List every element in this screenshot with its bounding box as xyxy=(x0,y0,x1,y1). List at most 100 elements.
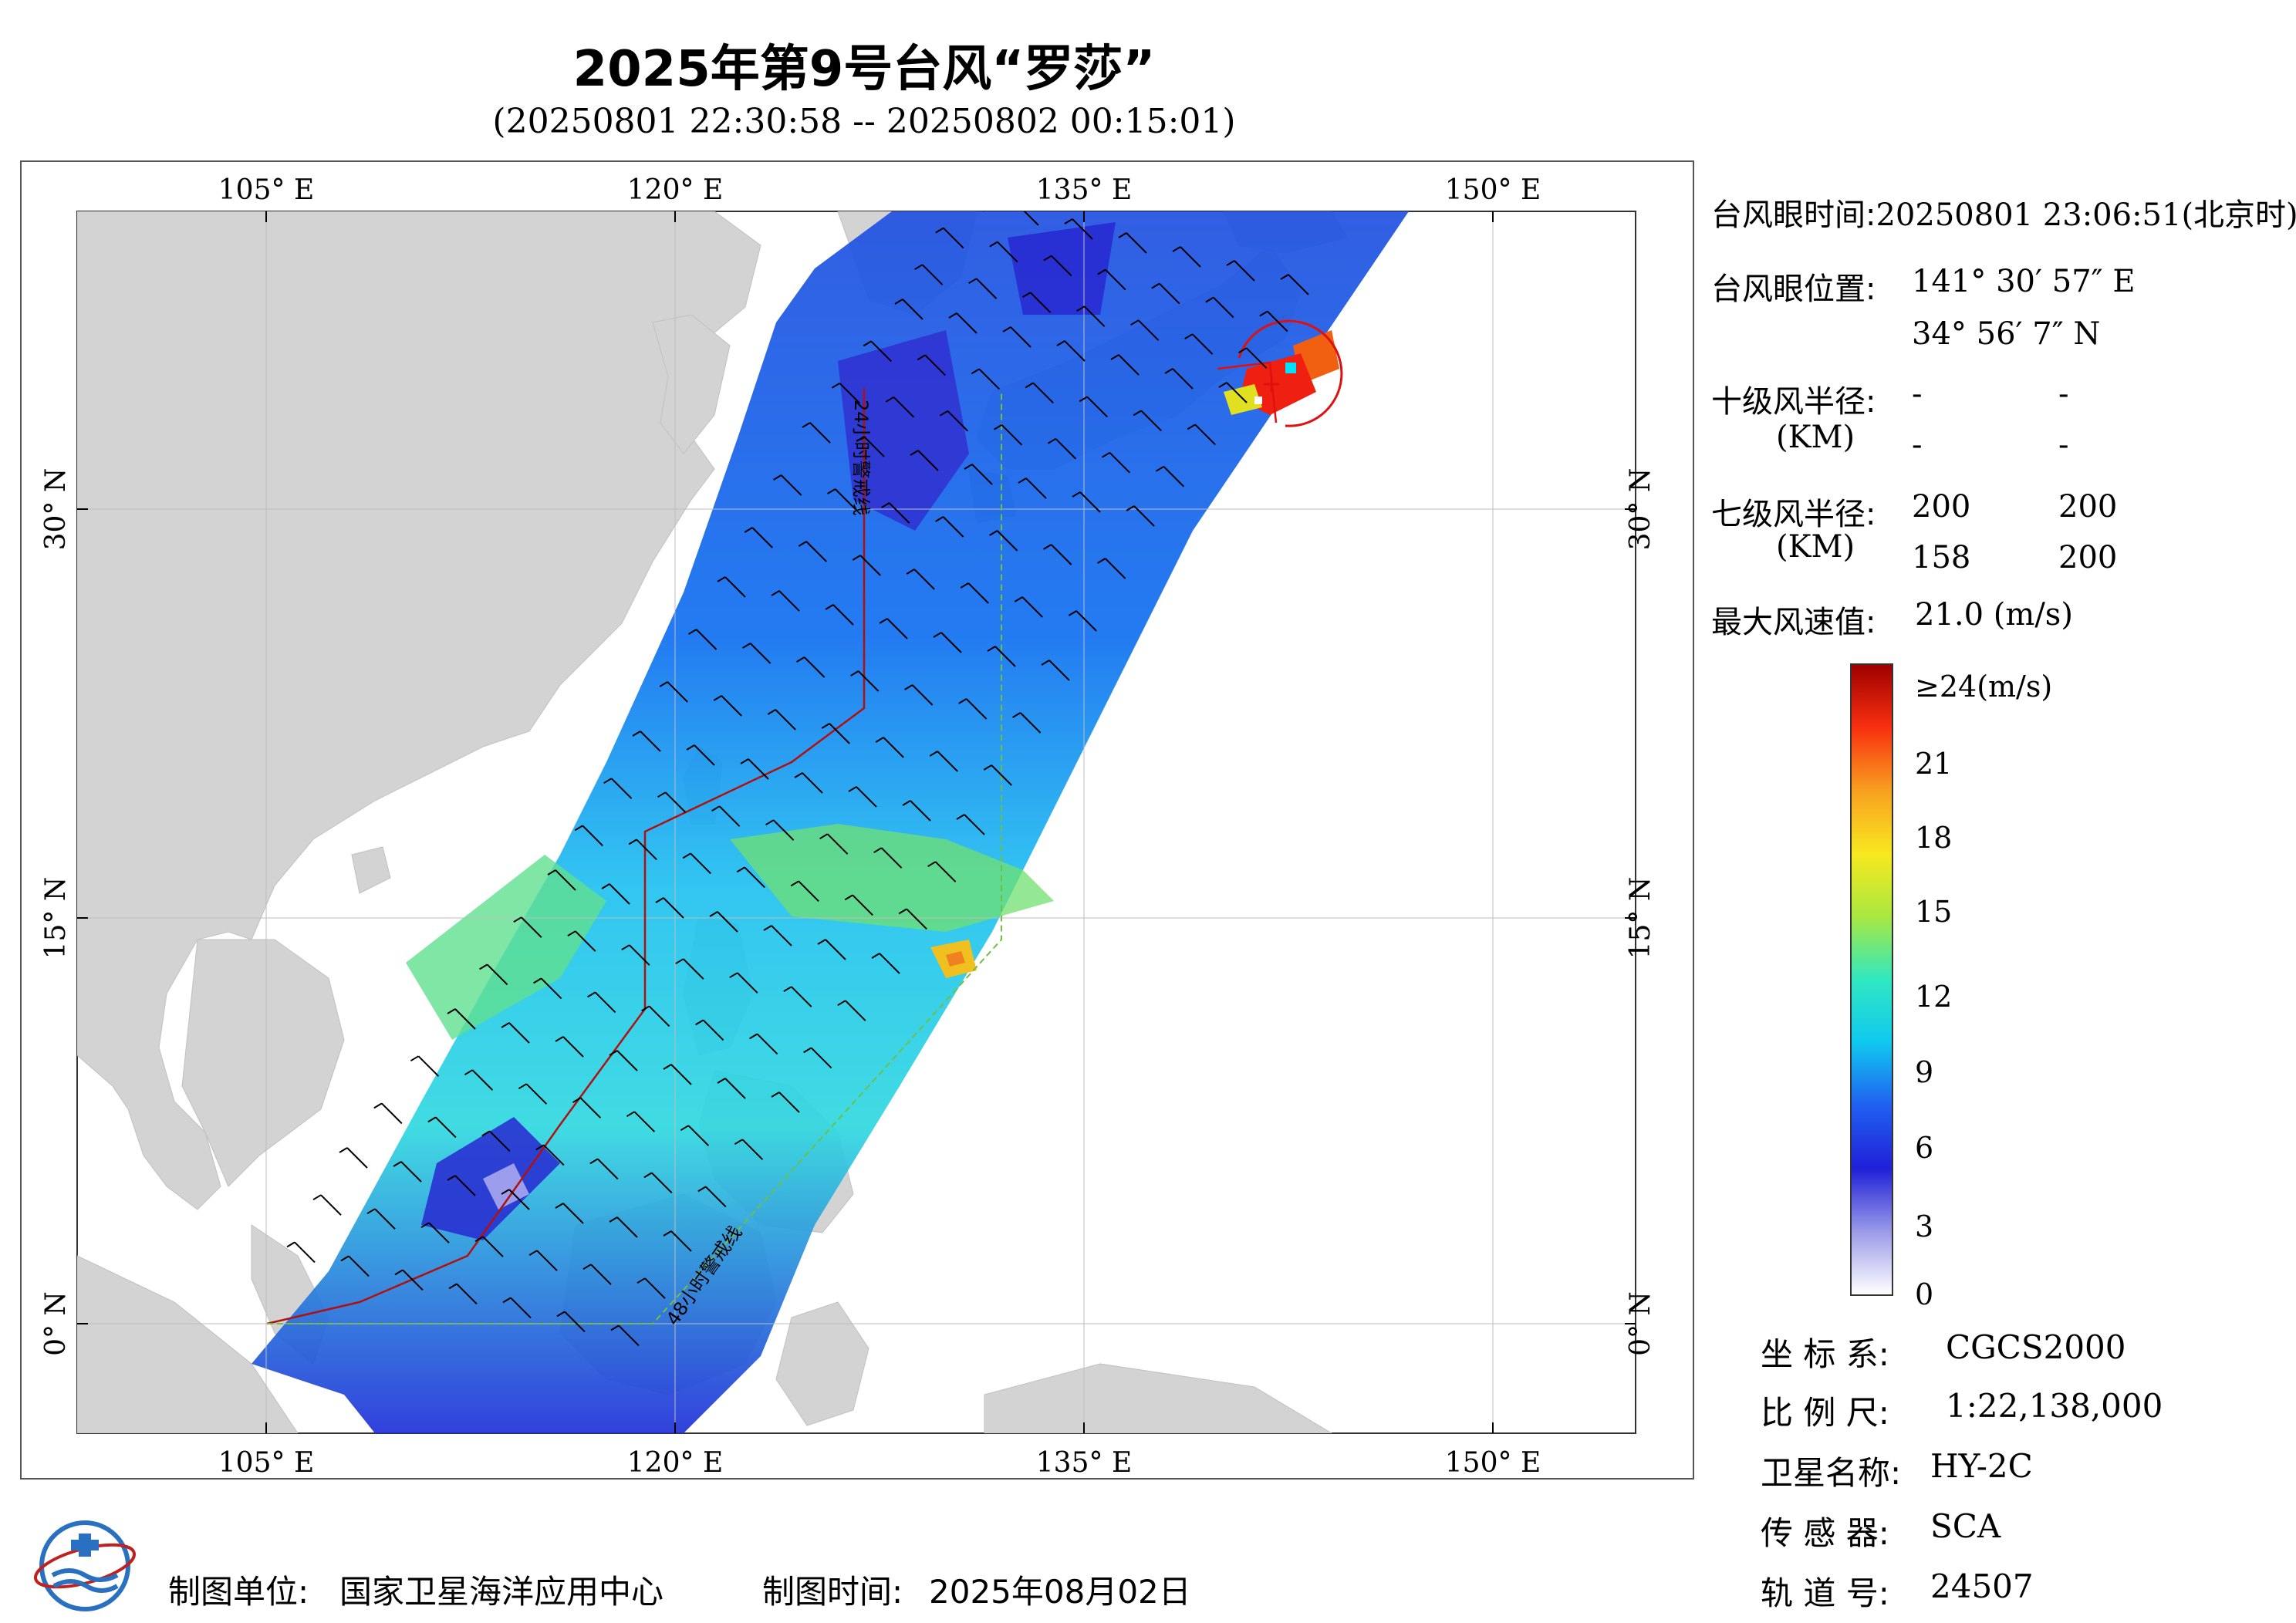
wind-barb-117 xyxy=(783,986,812,1007)
wind-barb-8 xyxy=(989,241,1018,263)
wind-barb-89 xyxy=(902,800,931,822)
wind-barb-138 xyxy=(680,1125,710,1146)
wind-barb-2 xyxy=(1064,218,1093,240)
land-new-guinea xyxy=(984,1363,1332,1433)
colorbar-label-0: 0 xyxy=(1915,1277,1934,1311)
wind-barb-110 xyxy=(817,939,846,960)
wind-barb-31 xyxy=(1025,382,1054,404)
wind-barb-167 xyxy=(610,1324,640,1347)
lon-label-bottom-120: 120° E xyxy=(627,1447,723,1479)
wind-barb-95 xyxy=(819,833,849,855)
lon-label-bottom-150: 150° E xyxy=(1445,1447,1541,1479)
wind-barb-88 xyxy=(848,786,877,808)
max-wind-label: 最大风速值: xyxy=(1711,605,1876,640)
wind-barb-49 xyxy=(773,474,802,496)
wind-barb-158 xyxy=(528,1250,558,1271)
orbit-label: 轨 道 号: xyxy=(1761,1574,1889,1612)
wind-barb-63 xyxy=(717,576,746,598)
eye-lat-value: 34° 56′ 7″ N xyxy=(1912,316,2101,352)
wind-barb-151 xyxy=(555,1203,584,1224)
wind-barb-43 xyxy=(856,436,885,457)
wind-barb-18 xyxy=(1130,319,1160,341)
observation-time-range: (20250801 22:30:58 -- 20250802 00:15:01) xyxy=(492,102,1236,141)
wind-barb-68 xyxy=(987,646,1016,667)
r7-unit: (KM) xyxy=(1776,529,1855,565)
lat-label-right-15: 15° N xyxy=(1625,877,1656,960)
wind-barb-87 xyxy=(794,772,823,794)
wind-barbs xyxy=(286,211,1309,1347)
eye-time-label: 台风眼时间: xyxy=(1711,197,1876,233)
wind-barb-39 xyxy=(1047,437,1077,460)
wind-barb-99 xyxy=(628,838,657,861)
lon-label-bottom-135: 135° E xyxy=(1036,1447,1132,1479)
wind-barb-53 xyxy=(989,530,1018,552)
satellite-label: 卫星名称: xyxy=(1761,1454,1902,1492)
wind-barb-108 xyxy=(709,911,738,933)
wind-barb-101 xyxy=(736,866,765,889)
wind-barb-51 xyxy=(881,502,910,524)
wind-barb-106 xyxy=(601,883,630,905)
wind-barb-21 xyxy=(894,299,923,320)
warning-line-24h-label: 24小时警戒线 xyxy=(850,400,872,516)
wind-barb-133 xyxy=(410,1055,440,1077)
wind-barb-37 xyxy=(939,410,969,432)
wind-barb-131 xyxy=(717,1078,746,1099)
wind-barb-56 xyxy=(744,527,773,548)
wind-barb-92 xyxy=(657,791,687,813)
wind-barb-105 xyxy=(547,869,576,891)
wind-barb-107 xyxy=(655,897,684,919)
lat-label-right-0: 0° N xyxy=(1625,1291,1656,1356)
wind-barb-33 xyxy=(1133,410,1162,432)
wind-barb-3 xyxy=(1118,232,1147,254)
wind-barb-98 xyxy=(574,825,603,847)
wind-barb-20 xyxy=(1238,347,1268,369)
wind-barb-139 xyxy=(734,1139,764,1160)
wind-barb-115 xyxy=(675,958,704,980)
wind-barb-154 xyxy=(312,1194,342,1216)
wind-barb-41 xyxy=(1155,465,1185,488)
wind-barb-82 xyxy=(929,751,958,772)
colorbar-label-6: 6 xyxy=(1915,1131,1934,1165)
wind-barb-75 xyxy=(958,698,988,720)
wind-barb-86 xyxy=(740,758,769,780)
wind-barb-42 xyxy=(802,422,831,444)
wind-barb-52 xyxy=(935,516,964,538)
wind-barb-160 xyxy=(636,1277,666,1299)
wind-barb-120 xyxy=(533,977,562,1000)
eye-lon-value: 141° 30′ 57″ E xyxy=(1912,264,2136,299)
wind-barb-34 xyxy=(1187,423,1216,446)
wind-barb-103 xyxy=(844,894,873,916)
wind-barb-112 xyxy=(513,916,542,938)
wind-barb-70 xyxy=(688,629,718,650)
wind-barb-137 xyxy=(626,1111,656,1132)
wind-barb-17 xyxy=(1076,305,1106,327)
wind-barb-111 xyxy=(871,953,900,974)
orbit-value: 24507 xyxy=(1930,1567,2034,1605)
wind-barb-4 xyxy=(1172,246,1201,268)
crs-value: CGCS2000 xyxy=(1946,1328,2126,1366)
land-indochina-peninsula xyxy=(181,939,345,1187)
colorbar-label-21: 21 xyxy=(1915,747,1953,781)
colorbar-label-9: 9 xyxy=(1915,1055,1934,1089)
wind-barb-58 xyxy=(852,555,881,576)
colorbar-label-12: 12 xyxy=(1915,980,1953,1014)
wind-barb-125 xyxy=(803,1047,832,1069)
r7-label: 七级风半径: xyxy=(1711,497,1876,532)
wind-barb-153 xyxy=(663,1230,692,1252)
wind-barb-79 xyxy=(767,709,796,731)
wind-barb-114 xyxy=(621,944,650,966)
wind-barb-24 xyxy=(1056,340,1086,362)
wind-barb-97 xyxy=(927,861,957,882)
wind-barb-91 xyxy=(603,778,633,799)
lat-label-left-15: 15° N xyxy=(40,877,72,960)
wind-barb-65 xyxy=(825,604,854,626)
map-maker-label: 制图单位: xyxy=(168,1573,309,1611)
wind-barb-164 xyxy=(448,1283,478,1305)
map-date-value: 2025年08月02日 xyxy=(929,1573,1191,1611)
land-hainan xyxy=(351,846,391,894)
wind-field-map[interactable]: 24小时警戒线 48小时警戒线 105° E 120° E 135° E 150… xyxy=(20,160,1694,1480)
map-date-label: 制图时间: xyxy=(762,1573,903,1611)
sensor-label: 传 感 器: xyxy=(1761,1514,1889,1552)
wind-barb-85 xyxy=(686,744,715,766)
wind-barb-102 xyxy=(790,880,819,903)
